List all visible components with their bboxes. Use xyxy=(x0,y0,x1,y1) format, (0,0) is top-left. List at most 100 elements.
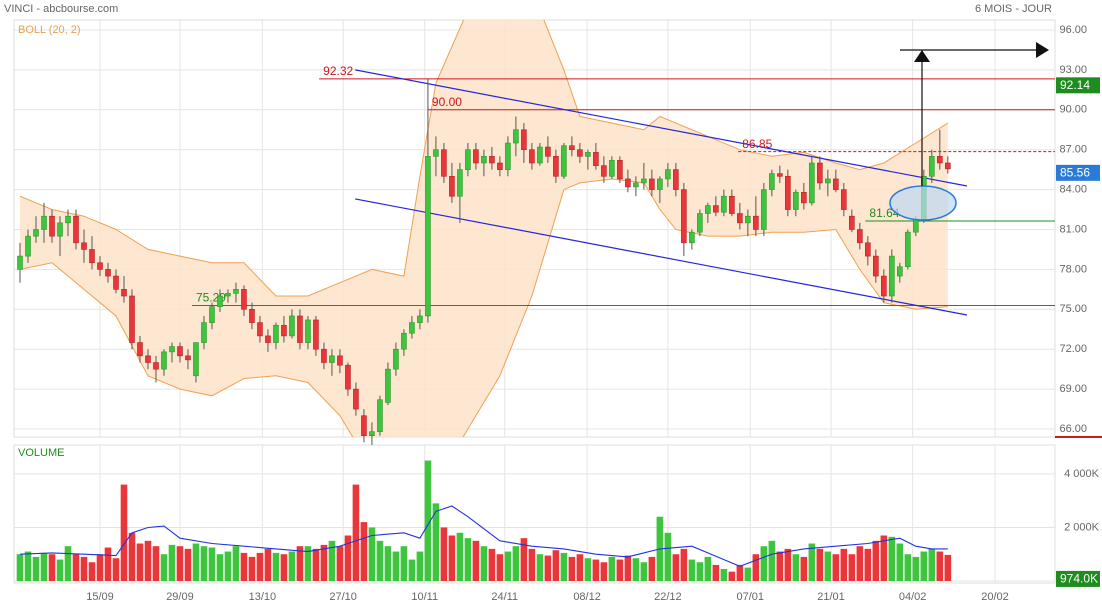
candle-body xyxy=(529,149,535,164)
volume-bar xyxy=(296,546,304,581)
candle-body xyxy=(345,364,351,390)
volume-bar xyxy=(392,551,400,581)
volume-bar xyxy=(648,556,656,581)
overlays xyxy=(191,69,1055,316)
candle-body xyxy=(409,322,415,334)
y-tick-label: 72.00 xyxy=(1059,343,1087,355)
volume-bar xyxy=(640,562,648,581)
candle-body xyxy=(113,275,119,290)
candle-body xyxy=(521,129,527,150)
volume-bar xyxy=(816,548,824,581)
volume-bar xyxy=(176,546,184,581)
bollinger-lower xyxy=(19,178,948,437)
volume-bar xyxy=(576,554,584,581)
volume-bar xyxy=(792,554,800,581)
volume-bar xyxy=(552,550,560,581)
x-tick-label: 13/10 xyxy=(249,591,277,603)
volume-bar xyxy=(712,564,720,581)
candle-body xyxy=(817,162,823,184)
candle-body xyxy=(473,149,479,164)
volume-bar xyxy=(128,532,136,581)
volume-bar xyxy=(96,554,104,581)
candle-body xyxy=(65,215,71,224)
candle-body xyxy=(17,255,23,270)
volume-bar xyxy=(752,554,760,581)
volume-bar xyxy=(616,559,624,581)
volume-bar xyxy=(928,548,936,581)
volume-bar xyxy=(192,543,200,581)
candle-body xyxy=(297,315,303,343)
candle-body xyxy=(321,348,327,363)
volume-bar xyxy=(672,554,680,581)
volume-ma xyxy=(19,505,948,567)
arrow-head xyxy=(1036,42,1049,58)
candle-body xyxy=(121,289,127,297)
volume-bar xyxy=(152,546,160,581)
candle-body xyxy=(305,319,311,343)
candle-body xyxy=(593,152,599,166)
y-tick-label: 96.00 xyxy=(1059,24,1087,36)
candle-body xyxy=(169,346,175,353)
candle-body xyxy=(809,162,815,204)
candle-body xyxy=(569,145,575,150)
x-tick-label: 15/09 xyxy=(86,591,114,603)
candle-body xyxy=(481,156,487,164)
volume-bar xyxy=(704,556,712,581)
candle-body xyxy=(705,205,711,214)
candle-body xyxy=(193,342,199,377)
volume-bar xyxy=(408,559,416,581)
y-tick-label: 66.00 xyxy=(1059,423,1087,435)
y-tick-label: 75.00 xyxy=(1059,303,1087,315)
volume-bar xyxy=(720,568,728,581)
candle-body xyxy=(145,355,151,363)
candle-body xyxy=(801,191,807,204)
candle-body xyxy=(201,322,207,343)
candle-body xyxy=(417,315,423,323)
volume-bar xyxy=(432,503,440,581)
volume-bar xyxy=(136,543,144,581)
candle-body xyxy=(337,355,343,366)
volume-bar xyxy=(888,536,896,581)
candle-body xyxy=(905,231,911,268)
candle-body xyxy=(681,189,687,244)
volume-bar xyxy=(112,558,120,581)
candle-body xyxy=(769,173,775,190)
y-tick-label: 90.00 xyxy=(1059,104,1087,116)
y-tick-label: 81.00 xyxy=(1059,223,1087,235)
bollinger-upper xyxy=(19,20,949,297)
volume-label: VOLUME xyxy=(18,447,64,459)
volume-bar xyxy=(584,558,592,581)
x-tick-label: 21/01 xyxy=(817,591,845,603)
candle-body xyxy=(281,324,287,337)
volume-bar xyxy=(520,538,528,581)
x-tick-label: 20/02 xyxy=(981,591,1009,603)
candle-body xyxy=(241,289,247,310)
arrow-head xyxy=(914,50,930,62)
candle-body xyxy=(777,173,783,177)
volume-bar xyxy=(88,562,96,581)
volume-bar xyxy=(632,558,640,581)
volume-bar xyxy=(856,546,864,581)
candle-body xyxy=(97,262,103,270)
candle-body xyxy=(601,165,607,177)
candle-body xyxy=(33,229,39,237)
candle-body xyxy=(545,146,551,157)
x-tick-label: 24/11 xyxy=(491,591,518,603)
volume-bar xyxy=(600,562,608,581)
volume-bar xyxy=(120,484,128,581)
candle-body xyxy=(665,169,671,180)
volume-bar xyxy=(592,559,600,581)
volume-bar xyxy=(416,551,424,581)
x-tick-label: 29/09 xyxy=(166,591,194,603)
volume-bar xyxy=(224,551,232,581)
candle-body xyxy=(233,289,239,294)
y-tick-label: 78.00 xyxy=(1059,263,1087,275)
candle-body xyxy=(497,162,503,170)
candle-body xyxy=(489,156,495,164)
volume-bar xyxy=(384,546,392,581)
candle-body xyxy=(609,160,615,177)
candle-body xyxy=(561,145,567,177)
volume-bar xyxy=(216,554,224,581)
volume-bar xyxy=(864,548,872,581)
candle-body xyxy=(49,215,55,237)
